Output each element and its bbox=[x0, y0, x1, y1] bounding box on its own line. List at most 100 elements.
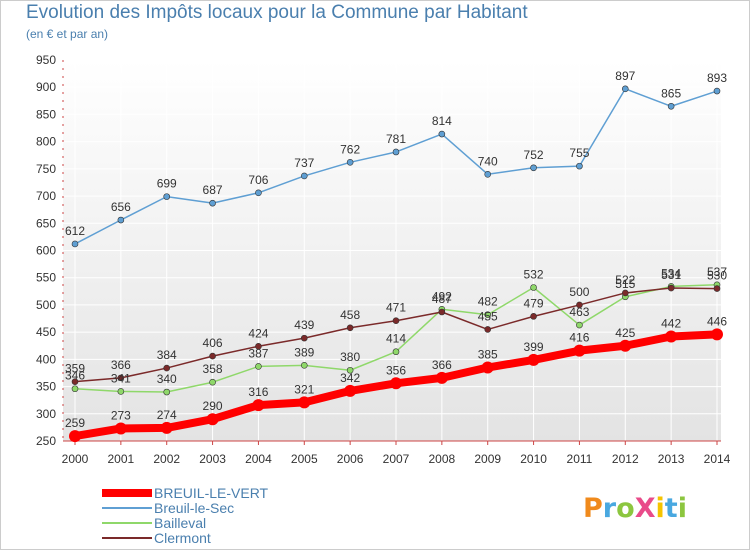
data-point bbox=[160, 421, 173, 434]
data-label: 737 bbox=[294, 156, 314, 170]
data-label: 416 bbox=[569, 331, 589, 345]
data-label: 387 bbox=[248, 346, 268, 360]
data-point bbox=[665, 330, 678, 343]
data-point bbox=[530, 284, 537, 291]
data-label: 290 bbox=[203, 399, 223, 413]
data-label: 893 bbox=[707, 71, 727, 85]
data-point bbox=[711, 328, 723, 341]
logo: ProXiti bbox=[583, 493, 687, 524]
data-label: 471 bbox=[386, 301, 406, 315]
data-label: 814 bbox=[432, 114, 452, 128]
data-point bbox=[527, 353, 540, 366]
data-point bbox=[619, 339, 632, 352]
data-label: 340 bbox=[157, 372, 177, 386]
data-label: 752 bbox=[524, 148, 544, 162]
data-point bbox=[481, 361, 494, 374]
x-tick-label: 2012 bbox=[612, 452, 639, 466]
data-point bbox=[255, 363, 262, 370]
x-tick-label: 2008 bbox=[429, 452, 456, 466]
data-label: 380 bbox=[340, 350, 360, 364]
data-label: 316 bbox=[248, 385, 268, 399]
data-label: 530 bbox=[707, 269, 727, 283]
data-label: 699 bbox=[157, 177, 177, 191]
x-tick-label: 2014 bbox=[704, 452, 731, 466]
data-point bbox=[346, 324, 354, 332]
data-point bbox=[255, 189, 262, 197]
data-label: 366 bbox=[432, 358, 452, 372]
data-point bbox=[392, 148, 400, 156]
y-tick-label: 650 bbox=[36, 216, 56, 230]
data-label: 385 bbox=[478, 348, 498, 362]
data-label: 515 bbox=[615, 277, 635, 291]
legend-label: Clermont bbox=[154, 530, 211, 546]
data-label: 399 bbox=[524, 340, 544, 354]
legend-label: BREUIL-LE-VERT bbox=[154, 485, 269, 501]
x-tick-label: 2009 bbox=[474, 452, 501, 466]
data-point bbox=[117, 216, 125, 224]
data-point bbox=[206, 413, 219, 426]
y-tick-label: 800 bbox=[36, 135, 56, 149]
data-label: 442 bbox=[661, 316, 681, 330]
x-tick-label: 2011 bbox=[567, 452, 593, 466]
data-point bbox=[573, 344, 586, 357]
data-label: 687 bbox=[203, 183, 223, 197]
chart-subtitle: (en € et par an) bbox=[26, 27, 109, 41]
x-tick-label: 2005 bbox=[291, 452, 318, 466]
x-tick-label: 2002 bbox=[153, 452, 180, 466]
data-label: 455 bbox=[478, 309, 498, 323]
y-tick-label: 300 bbox=[36, 407, 56, 421]
legend-layer: BREUIL-LE-VERTBreuil-le-SecBaillevalCler… bbox=[102, 485, 269, 546]
data-label: 356 bbox=[386, 363, 406, 377]
axis-layer: 250 300 350 400 450 500 550 600 650 700 750 800 850 9… bbox=[36, 53, 731, 466]
data-label: 487 bbox=[432, 292, 452, 306]
data-point bbox=[117, 374, 125, 382]
data-point bbox=[163, 364, 171, 372]
data-label: 482 bbox=[478, 295, 498, 309]
x-tick-label: 2013 bbox=[658, 452, 685, 466]
x-tick-label: 2007 bbox=[383, 452, 410, 466]
x-tick-label: 2010 bbox=[520, 452, 547, 466]
data-label: 358 bbox=[203, 362, 223, 376]
data-point bbox=[300, 172, 308, 180]
data-label: 500 bbox=[569, 285, 589, 299]
label-layer: 259 273 274 290 316 321 342 356 366 385 399 416 425 4… bbox=[65, 69, 727, 430]
x-tick-label: 2006 bbox=[337, 452, 364, 466]
data-label: 534 bbox=[661, 266, 681, 280]
data-label: 273 bbox=[111, 408, 131, 422]
y-tick-label: 700 bbox=[36, 189, 56, 203]
data-point bbox=[392, 348, 400, 356]
data-label: 897 bbox=[615, 69, 635, 83]
y-tick-label: 550 bbox=[36, 271, 56, 285]
y-tick-label: 350 bbox=[36, 380, 56, 394]
chart-title: Evolution des Impôts locaux pour la Comm… bbox=[26, 2, 528, 23]
data-label: 342 bbox=[340, 371, 360, 385]
data-label: 531 bbox=[661, 268, 681, 282]
data-label: 425 bbox=[615, 326, 635, 340]
data-label: 366 bbox=[111, 358, 131, 372]
x-tick-label: 2003 bbox=[199, 452, 226, 466]
data-point bbox=[209, 378, 216, 386]
data-point bbox=[390, 377, 402, 390]
data-label: 781 bbox=[386, 132, 406, 146]
series-layer bbox=[69, 85, 723, 443]
y-tick-label: 750 bbox=[36, 162, 56, 176]
data-label: 479 bbox=[524, 296, 544, 310]
data-label: 446 bbox=[707, 314, 727, 328]
data-point bbox=[209, 352, 216, 360]
data-point bbox=[484, 171, 492, 178]
legend-label: Breuil-le-Sec bbox=[154, 500, 234, 516]
data-point bbox=[300, 334, 308, 342]
data-label: 865 bbox=[661, 86, 681, 100]
y-tick-label: 900 bbox=[36, 80, 56, 94]
data-point bbox=[621, 289, 629, 297]
y-tick-label: 950 bbox=[36, 53, 56, 67]
data-label: 706 bbox=[248, 173, 268, 187]
data-label: 424 bbox=[248, 326, 268, 340]
data-point bbox=[576, 321, 583, 329]
x-tick-label: 2001 bbox=[108, 452, 135, 466]
data-point bbox=[530, 164, 537, 172]
data-label: 406 bbox=[203, 336, 223, 350]
data-label: 439 bbox=[294, 318, 314, 332]
y-tick-label: 500 bbox=[36, 298, 56, 312]
